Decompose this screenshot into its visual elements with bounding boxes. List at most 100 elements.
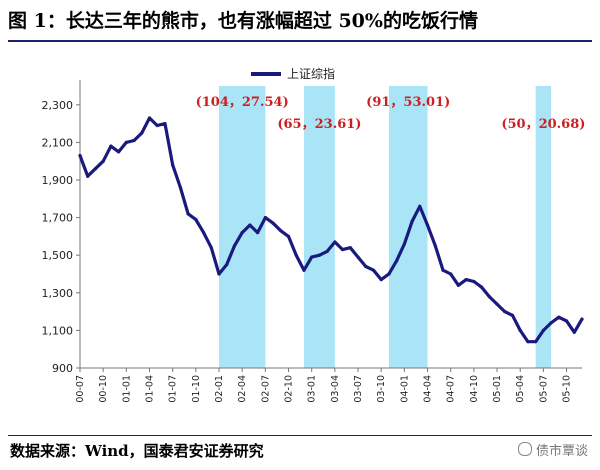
source-divider — [8, 435, 592, 436]
line-chart: 900 1,100 1,300 1,500 1,700 1,900 2,100 2,300 0… — [42, 66, 586, 403]
data-point-02-08 — [271, 221, 275, 225]
shaded-period-4 — [535, 86, 552, 368]
data-point-00-07 — [78, 153, 82, 158]
x-tick-label: 05-10 — [562, 375, 573, 403]
data-point-02-03 — [232, 244, 237, 248]
data-point-01-10 — [194, 217, 198, 222]
y-tick-label: 1,700 — [42, 212, 74, 225]
watermark: 债市覃谈 — [517, 440, 588, 459]
x-tick-label: 01-07 — [168, 375, 179, 403]
x-tick-label: 05-04 — [515, 375, 526, 403]
data-point-02-07 — [263, 216, 267, 220]
data-point-03-09 — [371, 268, 376, 272]
x-tick-label: 04-01 — [399, 375, 410, 403]
data-point-05-02 — [503, 310, 507, 314]
data-point-05-06 — [534, 340, 538, 344]
x-tick-label: 03-01 — [307, 375, 318, 403]
data-point-04-08 — [456, 283, 461, 287]
data-point-03-08 — [364, 264, 368, 269]
data-point-02-01 — [217, 272, 221, 276]
shaded-periods — [219, 86, 552, 368]
period-annotation-4: (50，20.68) — [501, 117, 585, 132]
x-tick-label: 01-01 — [121, 375, 132, 403]
data-point-03-07 — [356, 255, 360, 259]
x-tick-label: 03-04 — [330, 375, 341, 403]
data-point-04-01 — [402, 242, 406, 246]
legend-label: 上证综指 — [287, 66, 335, 81]
x-tick-label: 02-01 — [214, 375, 225, 403]
shaded-period-1 — [219, 86, 266, 368]
data-point-04-10 — [472, 279, 476, 284]
y-tick-label: 1,100 — [42, 324, 74, 337]
data-point-05-03 — [510, 313, 515, 317]
data-point-02-05 — [248, 223, 252, 227]
data-point-04-06 — [441, 268, 445, 272]
data-point-01-07 — [171, 163, 175, 167]
data-point-04-11 — [480, 285, 484, 289]
data-point-01-03 — [140, 131, 144, 135]
y-tick-label: 1,300 — [42, 287, 74, 300]
data-point-03-03 — [325, 249, 329, 254]
x-tick-label: 00-10 — [98, 375, 109, 403]
data-point-05-08 — [549, 321, 553, 325]
data-point-01-09 — [186, 212, 190, 216]
x-tick-label: 05-01 — [492, 375, 503, 403]
data-point-05-12 — [580, 317, 584, 321]
data-point-03-10 — [379, 278, 383, 282]
y-tick-label: 2,100 — [42, 136, 74, 149]
data-point-01-02 — [132, 138, 136, 143]
data-point-00-10 — [101, 159, 105, 163]
data-point-02-11 — [294, 253, 298, 257]
x-tick-label: 02-04 — [237, 375, 248, 403]
x-tick-label: 04-07 — [446, 375, 457, 403]
x-tick-label: 00-07 — [75, 375, 86, 403]
data-point-02-04 — [240, 231, 244, 235]
data-point-01-11 — [201, 231, 206, 235]
x-axis-ticks: 00-07 00-10 01-01 01-04 01-07 01-10 02-01 02-04… — [75, 368, 573, 403]
data-point-04-09 — [464, 278, 468, 282]
data-point-03-02 — [317, 253, 322, 257]
data-point-05-07 — [541, 328, 545, 332]
chart-legend: 上证综指 — [251, 66, 335, 81]
y-axis-ticks: 900 1,100 1,300 1,500 1,700 1,900 2,100 2,300 — [42, 99, 80, 375]
data-point-02-09 — [279, 229, 283, 233]
data-point-00-09 — [93, 167, 98, 171]
data-point-01-12 — [209, 246, 213, 250]
wechat-icon — [517, 442, 532, 456]
x-tick-label: 02-10 — [284, 375, 295, 403]
data-point-05-11 — [572, 330, 576, 334]
data-point-01-08 — [178, 185, 182, 190]
period-annotations: (104，27.54) (65，23.61) (91，53.01) (50，20.68… — [196, 95, 586, 132]
data-point-05-05 — [526, 340, 530, 344]
data-point-02-12 — [302, 268, 306, 272]
data-point-01-01 — [124, 140, 128, 144]
data-point-03-11 — [387, 272, 391, 276]
data-point-04-04 — [425, 223, 430, 227]
shaded-period-3 — [388, 86, 428, 368]
data-point-03-06 — [348, 246, 352, 250]
period-annotation-1: (104，27.54) — [196, 95, 289, 110]
data-point-05-01 — [495, 302, 499, 306]
shaded-period-2 — [303, 86, 335, 368]
period-annotation-2: (65，23.61) — [277, 117, 361, 132]
data-point-04-07 — [449, 272, 453, 276]
x-tick-label: 03-10 — [376, 375, 387, 403]
data-point-01-06 — [163, 122, 167, 126]
data-point-03-01 — [310, 255, 314, 259]
x-tick-label: 01-04 — [145, 375, 156, 403]
data-source-note: 数据来源：Wind，国泰君安证券研究 — [10, 442, 264, 460]
data-point-00-08 — [86, 174, 90, 178]
series-points — [78, 116, 584, 344]
data-point-04-12 — [487, 294, 491, 299]
y-tick-label: 900 — [52, 362, 73, 375]
x-tick-label: 01-10 — [191, 375, 202, 403]
figure-title: 图 1：长达三年的熊市，也有涨幅超过 50%的吃饭行情 — [8, 10, 478, 32]
data-point-04-02 — [410, 219, 414, 223]
data-point-05-09 — [557, 315, 561, 319]
y-tick-label: 1,500 — [42, 249, 74, 262]
data-point-05-04 — [518, 328, 522, 332]
x-tick-label: 05-07 — [538, 375, 549, 403]
x-tick-label: 04-04 — [423, 375, 434, 403]
data-point-02-10 — [286, 234, 291, 238]
data-point-02-02 — [225, 263, 229, 267]
